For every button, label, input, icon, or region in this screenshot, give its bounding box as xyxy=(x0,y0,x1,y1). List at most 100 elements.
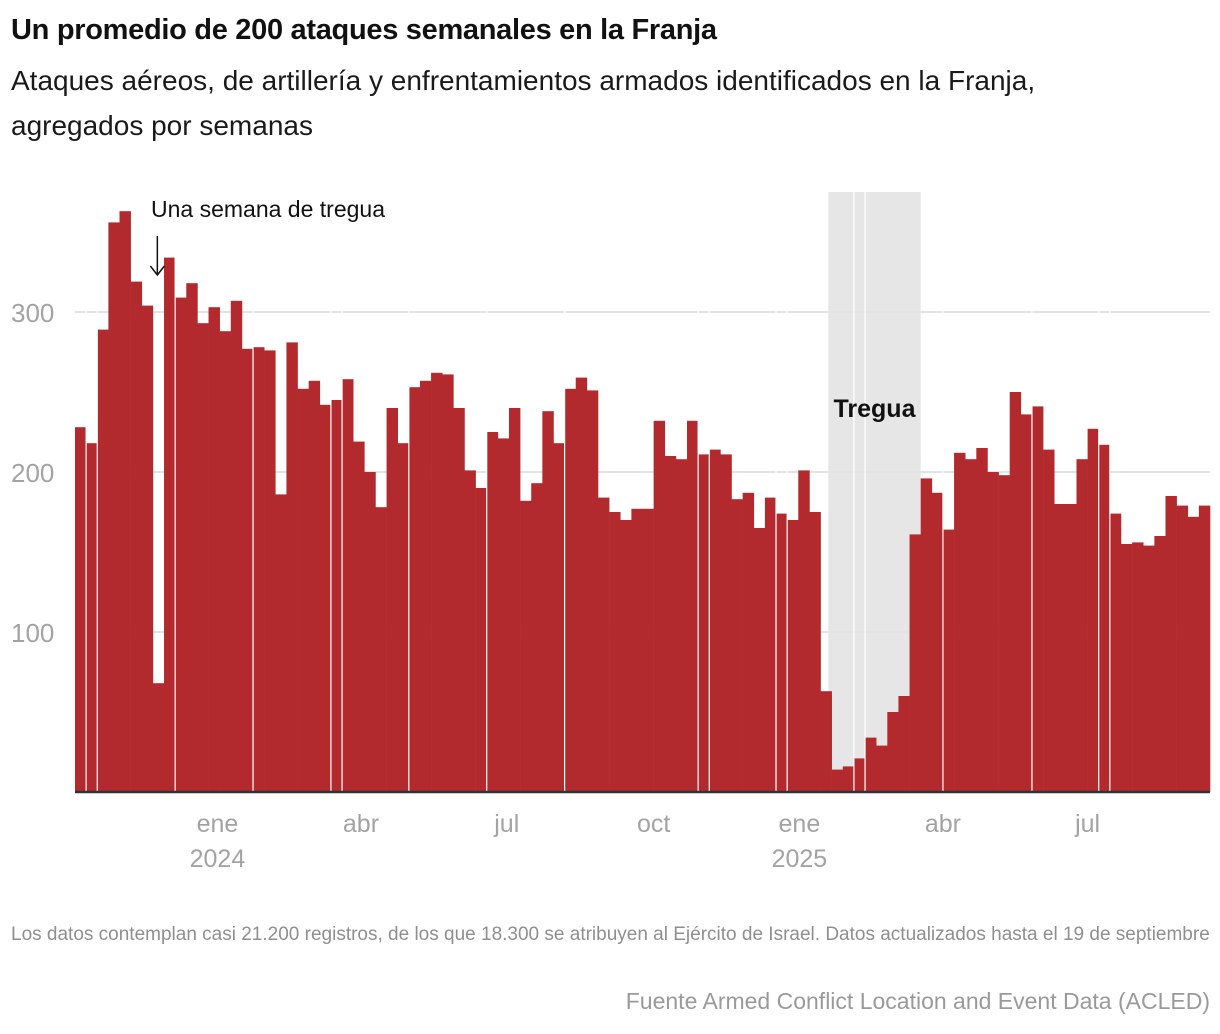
bar xyxy=(408,387,421,792)
bar xyxy=(342,379,354,792)
bar xyxy=(253,347,265,792)
bar xyxy=(141,305,154,792)
bar xyxy=(75,427,87,792)
bar xyxy=(208,307,220,792)
bar xyxy=(1143,545,1155,792)
bar xyxy=(531,483,543,792)
bar xyxy=(497,438,510,792)
bar xyxy=(219,331,232,792)
x-tick-label: ene xyxy=(779,810,821,838)
bar xyxy=(653,420,666,792)
bar xyxy=(542,411,554,792)
bar xyxy=(364,472,376,792)
bar xyxy=(419,380,432,792)
bar xyxy=(575,377,588,792)
bar xyxy=(731,499,743,792)
bar xyxy=(609,512,621,792)
bar xyxy=(442,374,454,792)
bar xyxy=(597,497,610,792)
bar xyxy=(1009,392,1022,792)
truce-week-annotation-label: Una semana de tregua xyxy=(151,196,385,222)
x-tick-label: oct xyxy=(637,810,670,838)
bar xyxy=(942,529,955,792)
bar xyxy=(197,323,209,792)
bar xyxy=(86,443,98,792)
data-note: Los datos contemplan casi 21.200 registr… xyxy=(11,924,1210,945)
bar xyxy=(119,211,131,792)
bar xyxy=(1098,444,1111,792)
bar xyxy=(720,454,732,792)
bar xyxy=(709,449,721,792)
bar xyxy=(1165,496,1177,792)
bar xyxy=(753,528,766,792)
bar xyxy=(1065,504,1077,792)
bar xyxy=(520,500,532,792)
bar xyxy=(1120,544,1133,792)
bar xyxy=(842,766,855,792)
bar xyxy=(1076,459,1088,792)
bar xyxy=(275,494,287,792)
bar xyxy=(308,380,321,792)
bar xyxy=(909,534,921,792)
bar xyxy=(1109,513,1122,792)
y-tick-label: 200 xyxy=(11,458,54,488)
bar xyxy=(475,488,488,792)
bar xyxy=(431,372,443,792)
bar xyxy=(887,712,899,792)
bar xyxy=(97,329,109,792)
bar xyxy=(998,475,1011,792)
bar xyxy=(976,448,988,792)
bar xyxy=(508,408,521,792)
bar xyxy=(186,283,198,792)
x-tick-label: jul xyxy=(1074,810,1100,838)
bar xyxy=(1187,516,1200,792)
bar xyxy=(1154,536,1166,792)
bar xyxy=(241,348,254,792)
bar xyxy=(809,512,821,792)
x-tick-label: ene xyxy=(197,810,239,838)
bar xyxy=(642,508,654,792)
bar xyxy=(353,441,365,792)
bar xyxy=(776,513,788,792)
bar xyxy=(1043,449,1055,792)
arrow-head-icon xyxy=(149,265,165,277)
bar xyxy=(664,456,677,792)
bar xyxy=(831,769,844,792)
bar xyxy=(876,745,888,792)
bar xyxy=(742,492,755,792)
x-tick-label: abr xyxy=(925,810,961,838)
y-tick-label: 300 xyxy=(11,298,54,328)
bar xyxy=(264,350,276,792)
x-tick-year-label: 2025 xyxy=(772,845,828,873)
truce-shaded-range xyxy=(828,192,921,792)
bar xyxy=(764,497,777,792)
bar xyxy=(230,300,243,792)
bar-chart: 100 200 300 ene 2024 abr jul oct ene 2025 abr jul T… xyxy=(11,192,1211,873)
bar xyxy=(1054,504,1066,792)
bar xyxy=(564,388,577,792)
source-credit: Fuente Armed Conflict Location and Event… xyxy=(625,988,1210,1014)
bar xyxy=(108,222,120,792)
bar xyxy=(553,443,565,792)
y-tick-label: 100 xyxy=(11,618,54,648)
bar xyxy=(1031,406,1044,792)
bar xyxy=(330,400,343,792)
bar xyxy=(586,390,599,792)
bar xyxy=(798,470,810,792)
bar xyxy=(164,257,176,793)
bar xyxy=(130,281,143,792)
x-tick-year-label: 2024 xyxy=(190,845,246,873)
bar xyxy=(375,507,387,792)
bar xyxy=(865,737,877,792)
bar xyxy=(464,470,476,792)
x-tick-label: jul xyxy=(493,810,519,838)
chart-subtitle: Ataques aéreos, de artillería y enfrenta… xyxy=(11,65,1036,141)
bar xyxy=(397,443,410,792)
bar xyxy=(898,696,910,792)
bar xyxy=(853,758,866,792)
bar xyxy=(152,683,165,792)
bar xyxy=(698,454,710,792)
bar xyxy=(687,420,699,792)
bar xyxy=(931,492,944,792)
bar xyxy=(620,520,632,792)
